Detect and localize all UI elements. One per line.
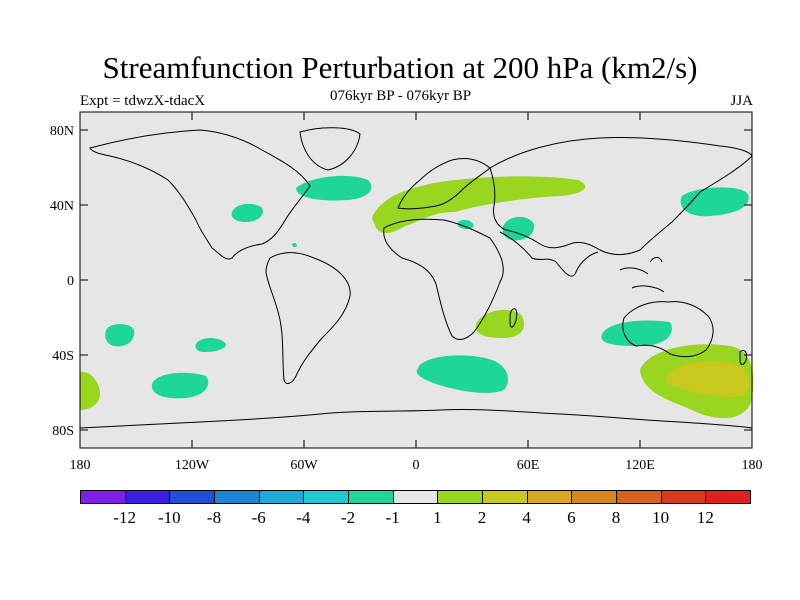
australia-positive-inner [665, 361, 750, 398]
colorbar-swatch [482, 490, 528, 504]
colorbar-label: -4 [296, 508, 311, 527]
south-pacific-negative-2 [151, 372, 209, 399]
colorbar-swatch [258, 490, 305, 504]
negative-anomaly-regions [105, 175, 749, 399]
new-zealand-coast [739, 349, 747, 365]
colorbar-label: 4 [522, 508, 531, 527]
antarctica-coast [79, 408, 753, 429]
colorbar-swatch [303, 490, 349, 504]
north-america-coast [89, 129, 311, 260]
colorbar [80, 490, 751, 506]
colorbar-label: -6 [251, 508, 266, 527]
north-america-negative [231, 203, 263, 222]
lat-label-0: 0 [67, 274, 74, 289]
positive-anomaly-regions [80, 176, 754, 419]
colorbar-label: 12 [696, 508, 714, 527]
colorbar-swatch [705, 490, 751, 504]
lon-label-60w: 60W [290, 458, 318, 473]
colorbar-swatch [80, 490, 126, 504]
indian-ocean-negative [601, 320, 672, 346]
lon-label-0: 0 [413, 458, 420, 473]
experiment-label: Expt = tdwzX-tdacX [80, 93, 206, 109]
pacific-edge-positive [80, 371, 100, 410]
colorbar-swatch [214, 490, 260, 504]
colorbar-swatch [526, 490, 573, 504]
plot-subtitle: 076kyr BP - 076kyr BP [330, 88, 472, 104]
asia-coast [489, 136, 753, 255]
colorbar-swatch [616, 490, 662, 504]
colorbar-label: 6 [567, 508, 576, 527]
colorbar-swatch [392, 490, 439, 504]
colorbar-label: -2 [340, 508, 356, 527]
lon-label-60e: 60E [517, 458, 540, 473]
mediterranean-negative [458, 219, 474, 229]
lat-label-80s: 80S [52, 424, 74, 439]
south-africa-positive-blob [475, 309, 524, 338]
lat-label-40n: 40N [50, 199, 74, 214]
lon-label-120w: 120W [175, 458, 210, 473]
colorbar-label: 10 [652, 508, 670, 527]
colorbar-swatch [660, 490, 707, 504]
lat-ticks [80, 129, 752, 431]
middle-east-negative [502, 216, 535, 241]
plot-title: Streamfunction Perturbation at 200 hPa (… [102, 50, 698, 85]
colorbar-swatch [571, 490, 617, 504]
madagascar-coast [509, 308, 518, 328]
lon-label-180e: 180 [742, 458, 763, 473]
colorbar-label: -1 [385, 508, 400, 527]
south-indian-negative [416, 355, 508, 393]
australia-coast [622, 301, 714, 358]
colorbar-label: 1 [433, 508, 442, 527]
south-america-coast [265, 252, 351, 384]
lon-label-120e: 120E [625, 458, 655, 473]
north-atlantic-negative [296, 175, 372, 201]
lat-label-40s: 40S [52, 349, 74, 364]
south-pacific-negative-1 [105, 324, 135, 347]
lon-labels: 180 120W 60W 0 60E 120E 180 [70, 458, 763, 473]
lon-ticks [191, 112, 641, 448]
south-pacific-negative-3 [195, 338, 226, 352]
colorbar-label: 8 [611, 508, 621, 527]
lat-labels: 80N 40N 0 40S 80S [50, 124, 74, 439]
southeast-asia-islands [619, 257, 665, 293]
colorbar-label: -12 [113, 508, 136, 527]
lon-label-180w: 180 [70, 458, 91, 473]
colorbar-swatch [169, 490, 215, 504]
caribbean-negative-dot [292, 242, 297, 248]
colorbar-label: -10 [157, 508, 181, 527]
greenland-coast [299, 127, 361, 171]
colorbar-swatch [124, 490, 171, 504]
lat-label-80n: 80N [50, 124, 74, 139]
colorbar-label: 2 [477, 508, 487, 527]
colorbar-swatch [348, 490, 394, 504]
africa-coast [383, 218, 504, 340]
coastlines [79, 127, 753, 429]
arabia-india-coast [499, 231, 599, 277]
colorbar-swatch [437, 490, 483, 504]
season-label: JJA [730, 93, 753, 109]
eurasia-positive-band [372, 176, 586, 234]
colorbar-label: -8 [206, 508, 222, 527]
